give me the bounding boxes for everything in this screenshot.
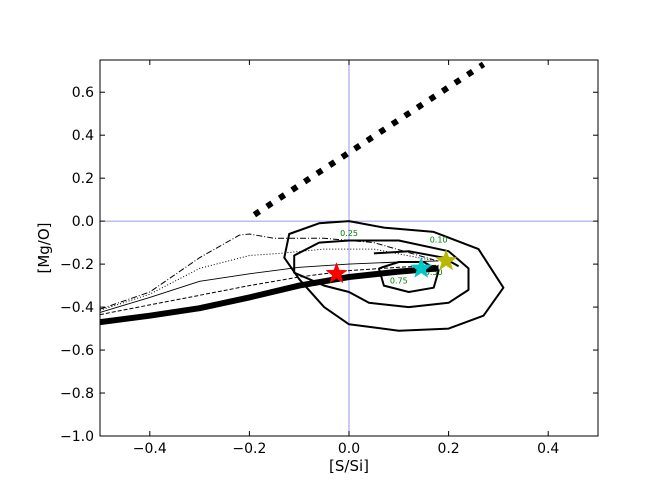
x-tick-label: −0.4: [133, 441, 167, 457]
contour-1: [293, 239, 470, 309]
y-tick-label: 0.4: [72, 128, 94, 144]
y-tick-label: −0.2: [60, 257, 94, 273]
axis-ticks: −0.4 −0.2 0.0 0.2 0.4 −1.0 −0.8 −0.6 −0.4 −0.2 0.0…: [60, 60, 598, 457]
contour-label-1: 0.25: [340, 229, 358, 238]
y-axis-label: [Mg/O]: [35, 222, 53, 273]
x-tick-label: 0.2: [437, 441, 459, 457]
contour-label-2: 0.50: [425, 268, 443, 277]
star-marker-0: [325, 262, 348, 284]
x-tick-label: −0.2: [232, 441, 266, 457]
y-tick-label: 0.6: [72, 85, 94, 101]
y-tick-label: −0.8: [60, 386, 94, 402]
x-tick-label: 0.0: [338, 441, 360, 457]
contour-label-0: 0.10: [430, 236, 448, 245]
y-tick-label: −0.6: [60, 343, 94, 359]
x-tick-label: 0.4: [537, 441, 559, 457]
plot-area: 0.10 0.25 0.50 0.75: [100, 60, 598, 436]
y-tick-label: 0.0: [72, 214, 94, 230]
series-line-3: [100, 248, 439, 311]
y-tick-label: 0.2: [72, 171, 94, 187]
series-line-1: [100, 264, 439, 316]
star-marker-2: [434, 249, 458, 271]
series-line-0: [100, 265, 439, 326]
x-axis-label: [S/Si]: [329, 457, 369, 475]
series-line-4: [100, 233, 434, 310]
contour-0: [283, 220, 505, 332]
series-line-5: [252, 61, 486, 218]
y-tick-label: −1.0: [60, 429, 94, 445]
series-line-2: [100, 260, 439, 313]
star-marker-1: [409, 256, 433, 278]
contour-label-3: 0.75: [390, 276, 408, 285]
y-tick-label: −0.4: [60, 300, 94, 316]
